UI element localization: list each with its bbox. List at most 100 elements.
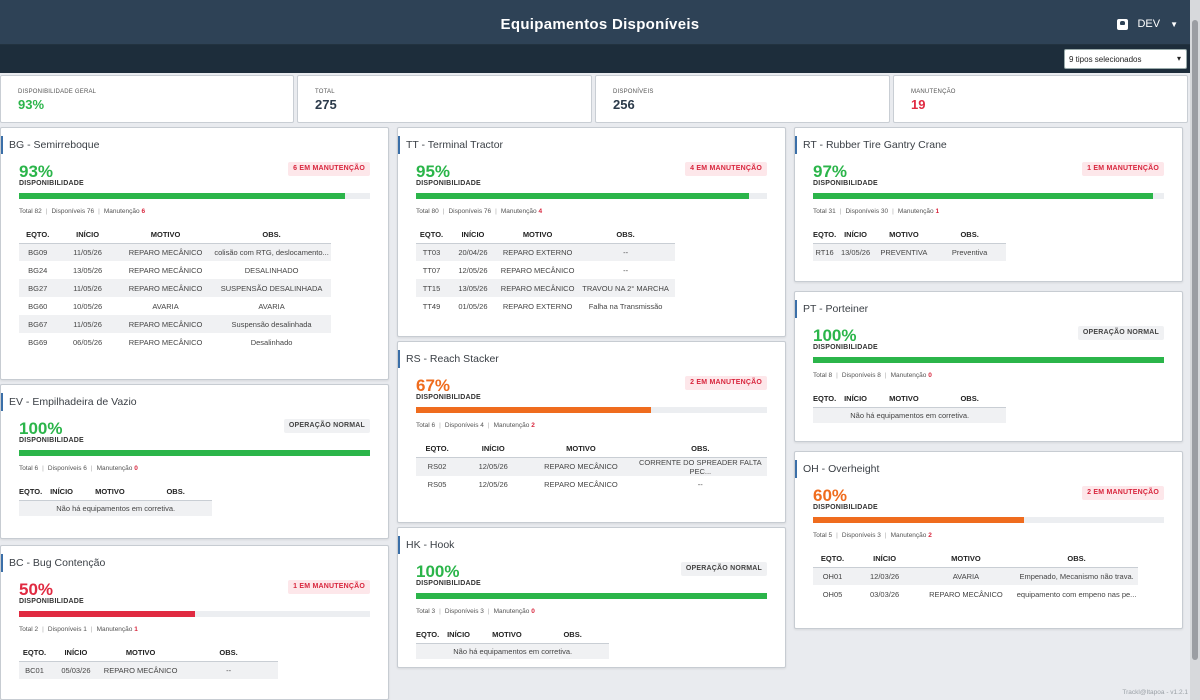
maintenance-table: EQTO. INÍCIO MOTIVO OBS. Não há equipamentos… [19,483,213,516]
stat-total-label: Total [416,208,430,215]
kpi-value: 275 [315,97,337,112]
col-inicio-header: INÍCIO [447,226,499,244]
col-inicio-header: INÍCIO [42,483,81,501]
availability-bar [813,193,1164,199]
availability-percent: 60% [813,486,848,505]
cell-inicio: 13/05/26 [836,243,875,261]
table-row[interactable]: BG67 11/05/26 REPARO MECÂNICO Suspensão des… [19,315,331,333]
stat-available-value: 30 [880,208,889,215]
stat-separator: | [487,608,490,615]
maintenance-table: EQTO. INÍCIO MOTIVO OBS. OH01 12/03/26 AVARIA E… [813,550,1139,603]
maintenance-table: EQTO. INÍCIO MOTIVO OBS. BC01 05/03/26 REPARO … [19,644,278,679]
table-row[interactable]: TT07 12/05/26 REPARO MECÂNICO -- [416,261,675,279]
equipment-card: EV - Empilhadeira de Vazio 100% DISPONIBIL… [0,384,389,539]
cell-motivo: REPARO MECÂNICO [128,265,203,275]
stat-total-label: Total [19,465,33,472]
stat-available-value: 1 [83,626,87,633]
cell-obs: CORRENTE DO SPREADER FALTA PEC... [633,457,767,476]
cell-motivo: REPARO MECÂNICO [128,337,203,347]
availability-bar [813,517,1164,523]
availability-bar [813,357,1164,363]
card-accent [1,393,3,411]
kpi-card: DISPONÍVEIS 256 [595,75,890,123]
stat-separator: | [42,465,44,472]
stat-available-value: 4 [480,422,484,429]
table-row[interactable]: BG27 11/05/26 REPARO MECÂNICO SUSPENSÃO DES… [19,279,331,297]
maintenance-table: EQTO. INÍCIO MOTIVO OBS. Não há equipamentos… [416,626,610,659]
table-row[interactable]: TT15 13/05/26 REPARO MECÂNICO TRAVOU NA 2° … [416,279,675,297]
equipment-card: HK - Hook 100% DISPONIBILIDADE OPERAÇÃO NOR… [397,527,786,668]
page-scrollbar[interactable] [1190,0,1200,700]
availability-percent: 100% [416,562,460,581]
stat-total-value: 5 [828,532,833,539]
table-row[interactable]: BC01 05/03/26 REPARO MECÂNICO -- [19,661,278,679]
card-stats: Total 6 | Disponíveis 4 | Manutenção 2 [416,422,535,429]
cell-obs: colisão com RTG, deslocamento... [212,243,331,261]
col-inicio-header: INÍCIO [836,226,875,244]
table-row[interactable]: RT16 13/05/26 PREVENTIVA Preventiva [813,243,1007,261]
cell-eqto: TT03 [416,243,448,261]
cell-motivo: REPARO EXTERNO [502,301,573,311]
stat-total-value: 2 [34,626,39,633]
col-obs-header: OBS. [633,440,767,458]
user-menu[interactable]: DEV ▼ [1117,18,1178,30]
cell-inicio: 03/03/26 [869,589,900,599]
table-row[interactable]: BG60 10/05/26 AVARIA AVARIA [19,297,331,315]
cell-motivo: REPARO MECÂNICO [118,243,213,261]
card-title: EV - Empilhadeira de Vazio [9,396,137,408]
table-row[interactable]: OH01 12/03/26 AVARIA Empenado, Mecanismo nã… [813,567,1139,585]
stat-separator: | [45,208,48,215]
stat-available-label: Disponíveis [444,422,479,429]
top-header: Equipamentos Disponíveis DEV ▼ [0,0,1200,45]
cell-obs: Desalinhado [250,337,293,347]
table-row[interactable]: BG24 13/05/26 REPARO MECÂNICO DESALINHADO [19,261,331,279]
status-badge: 1 EM MANUTENÇÃO [1082,162,1164,176]
table-row[interactable]: BG69 06/05/26 REPARO MECÂNICO Desalinhado [19,333,331,351]
stat-maintenance-label: Manutenção [493,422,530,429]
cell-motivo: REPARO MECÂNICO [528,457,634,476]
maintenance-table: EQTO. INÍCIO MOTIVO OBS. Não há equipamentos… [813,390,1007,423]
availability-bar [19,193,370,199]
table-row[interactable]: TT49 01/05/26 REPARO EXTERNO Falha na Trans… [416,297,675,315]
page-title: Equipamentos Disponíveis [500,16,700,33]
col-eqto-header: EQTO. [813,226,837,244]
card-title: BG - Semirreboque [9,139,100,151]
equipment-card: BG - Semirreboque 93% DISPONIBILIDADE 6 EM … [0,127,389,380]
stat-available-label: Disponíveis [841,372,876,379]
stat-separator: | [442,208,445,215]
stat-total-value: 82 [34,208,42,215]
availability-label: DISPONIBILIDADE [416,180,481,187]
cell-obs: AVARIA [258,301,285,311]
stat-available-value: 3 [480,608,484,615]
table-row[interactable]: BG09 11/05/26 REPARO MECÂNICO colisão com R… [19,243,331,261]
cell-motivo: REPARO MECÂNICO [500,265,575,275]
card-accent [398,136,400,154]
kpi-card: TOTAL 275 [297,75,592,123]
scrollbar-thumb[interactable] [1192,20,1198,660]
availability-label: DISPONIBILIDADE [19,180,84,187]
availability-bar-fill [416,593,767,599]
cell-inicio: 11/05/26 [56,243,119,261]
col-eqto-header: EQTO. [19,226,57,244]
availability-bar-fill [416,193,750,199]
col-inicio-header: INÍCIO [836,390,875,408]
stat-total-value: 3 [431,608,436,615]
table-row[interactable]: RS05 12/05/26 REPARO MECÂNICO -- [416,476,767,494]
cell-inicio: 12/05/26 [458,265,488,275]
table-row[interactable]: OH05 03/03/26 REPARO MECÂNICO equipamento c… [813,585,1138,603]
kpi-card: DISPONIBILIDADE GERAL 93% [0,75,294,123]
table-row[interactable]: RS02 12/05/26 REPARO MECÂNICO CORRENTE DO S… [416,457,767,476]
stat-separator: | [836,372,838,379]
availability-label: DISPONIBILIDADE [416,580,481,587]
stat-available-value: 6 [83,465,87,472]
maintenance-table: EQTO. INÍCIO MOTIVO OBS. RT16 13/05/26 PREVENT… [813,226,1007,261]
stat-maintenance-value: 2 [928,532,932,539]
equipment-type-select[interactable]: 9 tipos selecionados ▾ [1064,49,1187,69]
stat-separator: | [439,422,441,429]
card-stats: Total 2 | Disponíveis 1 | Manutenção 1 [19,626,138,633]
cell-motivo: REPARO EXTERNO [498,243,577,261]
table-row[interactable]: TT03 20/04/26 REPARO EXTERNO -- [416,243,675,261]
stat-separator: | [884,532,887,539]
cell-eqto: BG67 [19,315,57,333]
stat-total-value: 8 [828,372,833,379]
